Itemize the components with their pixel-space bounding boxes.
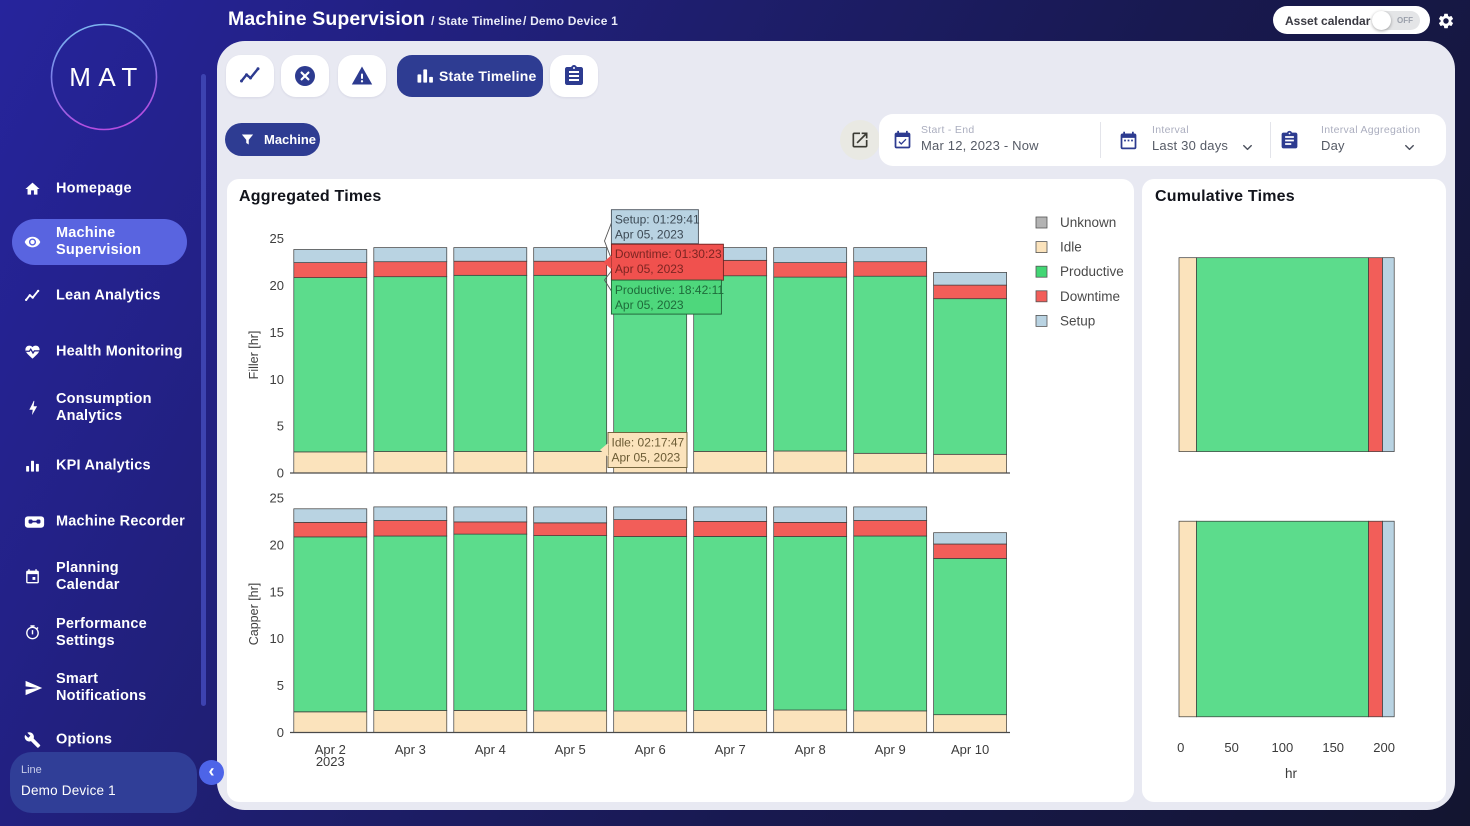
svg-text:15: 15 xyxy=(270,325,284,340)
svg-text:5: 5 xyxy=(277,419,284,434)
svg-text:0: 0 xyxy=(277,725,284,740)
svg-text:10: 10 xyxy=(270,372,284,387)
svg-text:15: 15 xyxy=(270,584,284,599)
svg-text:Idle: Idle xyxy=(1060,240,1082,255)
svg-text:Downtime: 01:30:23: Downtime: 01:30:23 xyxy=(615,247,722,261)
svg-text:Apr 05, 2023: Apr 05, 2023 xyxy=(615,262,684,276)
svg-text:Apr 05, 2023: Apr 05, 2023 xyxy=(615,298,684,312)
svg-text:Setup: 01:29:41: Setup: 01:29:41 xyxy=(615,213,700,227)
svg-text:20: 20 xyxy=(270,537,284,552)
svg-text:Apr 05, 2023: Apr 05, 2023 xyxy=(615,228,684,242)
svg-text:5: 5 xyxy=(277,678,284,693)
svg-text:25: 25 xyxy=(270,231,284,246)
svg-text:10: 10 xyxy=(270,631,284,646)
svg-text:hr: hr xyxy=(1285,766,1298,781)
svg-text:Apr 8: Apr 8 xyxy=(795,742,826,757)
svg-text:Apr 7: Apr 7 xyxy=(715,742,746,757)
svg-text:Setup: Setup xyxy=(1060,313,1095,328)
svg-text:Apr 3: Apr 3 xyxy=(395,742,426,757)
svg-text:Apr 10: Apr 10 xyxy=(951,742,989,757)
svg-text:Idle: 02:17:47: Idle: 02:17:47 xyxy=(612,436,685,450)
svg-text:Apr 4: Apr 4 xyxy=(475,742,506,757)
svg-text:0: 0 xyxy=(1177,740,1184,755)
svg-text:100: 100 xyxy=(1272,740,1294,755)
svg-text:Apr 05, 2023: Apr 05, 2023 xyxy=(612,451,681,465)
svg-text:Filler [hr]: Filler [hr] xyxy=(247,331,261,380)
svg-text:200: 200 xyxy=(1373,740,1395,755)
svg-text:MAT: MAT xyxy=(69,62,144,92)
svg-text:Productive: 18:42:11: Productive: 18:42:11 xyxy=(615,283,725,297)
svg-text:50: 50 xyxy=(1224,740,1238,755)
svg-text:Productive: Productive xyxy=(1060,264,1124,279)
svg-text:25: 25 xyxy=(270,491,284,506)
svg-text:Apr 6: Apr 6 xyxy=(635,742,666,757)
svg-text:Unknown: Unknown xyxy=(1060,215,1116,230)
svg-text:Apr 2: Apr 2 xyxy=(315,742,346,757)
svg-text:150: 150 xyxy=(1322,740,1344,755)
svg-text:Capper [hr]: Capper [hr] xyxy=(247,583,261,646)
svg-text:Downtime: Downtime xyxy=(1060,289,1120,304)
svg-text:Apr 5: Apr 5 xyxy=(555,742,586,757)
svg-text:20: 20 xyxy=(270,278,284,293)
svg-text:0: 0 xyxy=(277,466,284,481)
svg-text:Apr 9: Apr 9 xyxy=(875,742,906,757)
svg-text:2023: 2023 xyxy=(316,754,345,769)
